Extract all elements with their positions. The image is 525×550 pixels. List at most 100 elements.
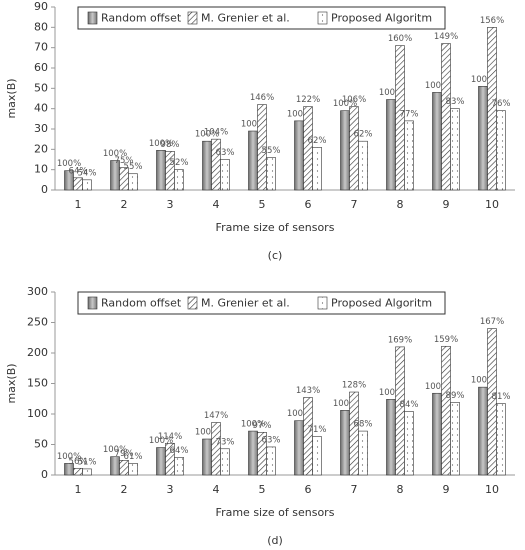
bar-label: 100% <box>103 445 127 455</box>
legend <box>77 6 446 30</box>
bar <box>220 448 230 476</box>
bar-label: 81% <box>492 392 511 402</box>
bar <box>202 438 212 476</box>
legend-label: Random offset <box>101 297 182 310</box>
legend-label: Proposed Algoritm <box>331 12 432 25</box>
bar-label: 83% <box>446 97 465 107</box>
y-tick-label: 150 <box>27 377 48 390</box>
bar <box>496 403 506 476</box>
bar-label: 147% <box>204 411 228 421</box>
bar <box>432 392 442 476</box>
bar-label: 54% <box>78 168 97 178</box>
bar <box>404 411 414 476</box>
bar <box>174 169 184 191</box>
bar-label: 100% <box>287 409 311 419</box>
bar-label: 98% <box>161 140 180 150</box>
bar-label: 100% <box>57 159 81 169</box>
bar <box>248 430 258 476</box>
bar-label: 55% <box>124 162 143 172</box>
bar <box>211 138 221 191</box>
bar-label: 100% <box>149 139 173 149</box>
bar <box>432 92 442 191</box>
x-tick-label: 8 <box>397 198 404 211</box>
bar-label: 100% <box>379 88 403 98</box>
bar <box>202 140 212 191</box>
y-tick-label: 250 <box>27 316 48 329</box>
legend-label: Proposed Algoritm <box>331 297 432 310</box>
bar <box>312 436 322 476</box>
legend-swatch <box>317 11 328 25</box>
bar-label: 63% <box>216 148 235 158</box>
legend-swatch <box>187 11 198 25</box>
legend-swatch <box>87 296 98 310</box>
bar-label: 128% <box>342 381 366 391</box>
bar <box>128 173 138 191</box>
bar-label: 100% <box>149 436 173 446</box>
bar-label: 100% <box>425 81 449 91</box>
bar <box>294 120 304 191</box>
bar-label: 62% <box>354 130 373 140</box>
bar <box>487 328 497 476</box>
bar-label: 75% <box>115 156 134 166</box>
bar-label: 100% <box>333 99 357 109</box>
bar <box>110 456 120 476</box>
bar <box>128 463 138 476</box>
bar <box>82 179 92 191</box>
y-tick-label: 50 <box>34 81 48 94</box>
bar-label: 63% <box>262 435 281 445</box>
bar <box>211 422 221 476</box>
bar-label: 100% <box>425 382 449 392</box>
x-tick-label: 2 <box>121 483 128 496</box>
y-tick-label: 80 <box>34 20 48 33</box>
bar-label: 64% <box>170 446 189 456</box>
bar <box>478 386 488 476</box>
y-tick-label: 40 <box>34 102 48 115</box>
y-tick-label: 90 <box>34 0 48 13</box>
caption: (c) <box>268 249 283 262</box>
bar <box>487 27 497 191</box>
x-tick-label: 2 <box>121 198 128 211</box>
bar-label: 56% <box>69 457 88 467</box>
bar-label: 106% <box>342 95 366 105</box>
y-tick-label: 0 <box>41 468 48 481</box>
bar <box>349 391 359 476</box>
bar-label: 159% <box>434 335 458 345</box>
x-tick-label: 1 <box>75 198 82 211</box>
legend-label: M. Grenier et al. <box>201 297 290 310</box>
bar-label: 143% <box>296 386 320 396</box>
bar <box>441 345 451 476</box>
bar-label: 122% <box>296 95 320 105</box>
bar-label: 100% <box>241 420 265 430</box>
bar <box>82 468 92 476</box>
caption: (d) <box>267 534 283 547</box>
bar-label: 146% <box>250 93 274 103</box>
y-tick-label: 60 <box>34 61 48 74</box>
bar-label: 100% <box>103 149 127 159</box>
bar-label: 167% <box>480 317 504 327</box>
bar-label: 79% <box>115 449 134 459</box>
y-tick-label: 30 <box>34 122 48 135</box>
x-tick-label: 9 <box>443 483 450 496</box>
x-tick-label: 10 <box>485 483 499 496</box>
bar-label: 76% <box>492 99 511 109</box>
x-tick-label: 5 <box>259 198 266 211</box>
legend-label: Random offset <box>101 12 182 25</box>
bar <box>303 106 313 191</box>
bar-label: 100% <box>241 120 265 130</box>
bar-label: 52% <box>170 158 189 168</box>
bar <box>156 447 166 476</box>
bar-label: 97% <box>253 421 272 431</box>
bar-label: 71% <box>308 425 327 435</box>
x-tick-label: 6 <box>305 483 312 496</box>
bar <box>404 120 414 191</box>
y-tick-label: 50 <box>34 438 48 451</box>
y-axis-label: max(B) <box>5 78 18 118</box>
x-tick-label: 4 <box>213 483 220 496</box>
bar-label: 100% <box>57 452 81 462</box>
bar <box>395 45 405 191</box>
bar-label: 84% <box>400 400 419 410</box>
x-tick-label: 10 <box>485 198 499 211</box>
bar <box>441 43 451 191</box>
